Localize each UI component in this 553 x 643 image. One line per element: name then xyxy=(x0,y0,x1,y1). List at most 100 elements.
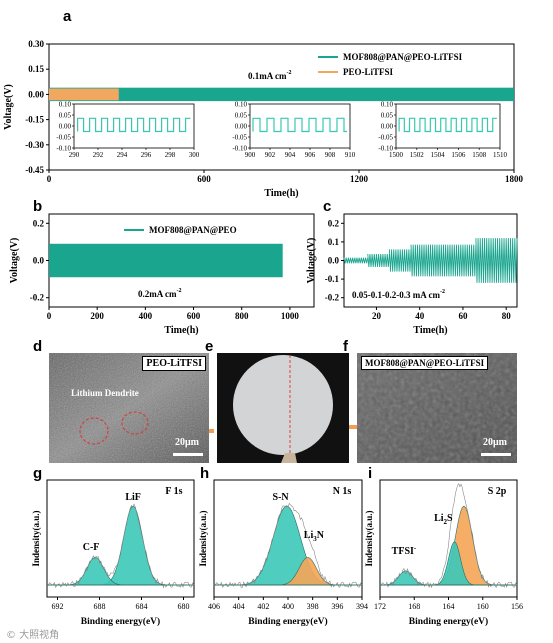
panel-letter-i: i xyxy=(368,465,373,482)
chart-g-xlabel: Binding energy(eV) xyxy=(81,616,160,627)
inset-2-wave xyxy=(398,117,497,133)
chart-g-title: F 1s xyxy=(165,486,182,497)
inset-1-xtick-label-5: 910 xyxy=(345,151,356,159)
inset-1-frame xyxy=(249,103,351,149)
chart-c-ytick-label-1: 0.1 xyxy=(328,237,340,247)
scale-bar-f xyxy=(481,453,511,456)
legend-a-peo-label: PEO-LiTFSI xyxy=(343,67,394,77)
tweezers xyxy=(281,453,297,463)
series-b-band xyxy=(49,243,283,278)
chart-i-title: S 2p xyxy=(488,486,507,497)
chart-c-ylabel: Voltage(V) xyxy=(306,238,317,284)
chart-i-peak-label-2: TFSI- xyxy=(392,544,417,557)
panel-letter-h: h xyxy=(200,465,210,482)
dendrite-label: Lithium Dendrite xyxy=(71,388,139,398)
sem-label-peo: PEO-LiTFSI xyxy=(142,356,206,371)
chart-h-xlabel: Binding energy(eV) xyxy=(248,616,327,627)
chart-a-xtick-label-1: 600 xyxy=(197,174,211,184)
inset-2-ytick-label-4: -0.10 xyxy=(378,145,393,153)
chart-b-ylabel: Voltage(V) xyxy=(9,238,20,284)
inset-1-ytick-label-1: 0.05 xyxy=(235,112,248,120)
sem-image-peo: PEO-LiTFSI Lithium Dendrite 20μm xyxy=(49,353,209,463)
chart-a-xtick-label-3: 1800 xyxy=(505,174,524,184)
inset-2-ytick-label-2: 0.00 xyxy=(381,123,394,131)
dendrite-circle-left xyxy=(79,417,109,445)
chart-a-xlabel: Time(h) xyxy=(264,188,298,199)
inset-2-ytick-label-1: 0.05 xyxy=(381,112,394,120)
inset-1-ytick-label-2: 0.00 xyxy=(235,123,248,131)
chart-h-xtick-label-5: 396 xyxy=(331,602,343,611)
chart-i-xtick-label-4: 156 xyxy=(511,602,523,611)
chart-b-ytick-label-0: 0.2 xyxy=(33,218,45,228)
chart-h-peak-0 xyxy=(214,505,362,586)
chart-g-peak-label-0: LiF xyxy=(125,492,141,503)
chart-h-peak-label-0: S-N xyxy=(273,492,290,503)
chart-b-ytick-label-2: -0.2 xyxy=(30,293,45,303)
chart-b-xtick-label-2: 400 xyxy=(139,311,153,321)
chart-g-peak-label-1: C-F xyxy=(83,542,100,553)
series-c-step-2 xyxy=(388,249,412,272)
chart-a-frame xyxy=(48,43,515,171)
inset-2-ytick-label-3: -0.05 xyxy=(378,134,393,142)
chart-i-xtick-label-0: 172 xyxy=(374,602,386,611)
inset-2-xtick-label-2: 1504 xyxy=(431,151,446,159)
inset-1-wave xyxy=(252,117,347,133)
chart-i-ylabel: Indensity(a.u.) xyxy=(364,510,374,566)
sem-image-mof: MOF808@PAN@PEO-LiTFSI 20μm xyxy=(357,353,517,463)
chart-h-xtick-label-2: 402 xyxy=(257,602,269,611)
series-c-step-3 xyxy=(410,244,477,277)
chart-a-xtick-label-0: 0 xyxy=(47,174,52,184)
panel-letter-f: f xyxy=(343,338,348,355)
chart-i-xlabel: Binding energy(eV) xyxy=(409,616,488,627)
series-c-step-0 xyxy=(343,257,369,264)
series-mof-band xyxy=(49,87,514,102)
panel-letter-b: b xyxy=(33,198,43,215)
photo-membrane xyxy=(217,353,349,463)
chart-b-xtick-label-5: 1000 xyxy=(281,311,300,321)
panel-letter-a: a xyxy=(63,8,72,25)
chart-i-peak-label-0: Li2S xyxy=(434,513,453,526)
inset-1-ytick-label-3: -0.05 xyxy=(232,134,247,142)
chart-a-ytick-label-2: 0.00 xyxy=(28,89,44,99)
inset-0-ytick-label-0: 0.10 xyxy=(59,101,72,109)
inset-2-xtick-label-4: 1508 xyxy=(472,151,487,159)
sem-texture-mof xyxy=(357,353,517,463)
scale-bar-d xyxy=(173,453,203,456)
chart-h-xtick-label-4: 398 xyxy=(307,602,319,611)
watermark: © 大照视角 xyxy=(6,630,60,641)
chart-a-ytick-label-4: -0.30 xyxy=(25,140,44,150)
chart-i-xtick-label-2: 164 xyxy=(443,602,455,611)
panel-letter-g: g xyxy=(33,465,43,482)
annotation-c: 0.05-0.1-0.2-0.3 mA cm-2 xyxy=(352,289,445,300)
inset-0-ytick-label-4: -0.10 xyxy=(56,145,71,153)
dendrite-circle-right xyxy=(121,411,149,435)
chart-b-xtick-label-0: 0 xyxy=(47,311,52,321)
chart-h-title: N 1s xyxy=(333,486,352,497)
chart-h-ylabel: Indensity(a.u.) xyxy=(198,510,208,566)
chart-h-xtick-label-1: 404 xyxy=(233,602,245,611)
inset-0-ytick-label-3: -0.05 xyxy=(56,134,71,142)
chart-g-raw xyxy=(46,503,195,589)
chart-g-xtick-label-2: 684 xyxy=(136,602,148,611)
inset-0-xtick-label-1: 292 xyxy=(93,151,104,159)
chart-c-xtick-label-3: 80 xyxy=(502,311,512,321)
chart-h-raw xyxy=(213,502,363,588)
inset-0-ytick-label-1: 0.05 xyxy=(59,112,72,120)
inset-1-ytick-label-4: -0.10 xyxy=(232,145,247,153)
inset-1-xtick-label-1: 902 xyxy=(265,151,276,159)
annotation-a: 0.1mA cm-2 xyxy=(248,70,292,81)
series-c-step-1 xyxy=(367,253,390,268)
inset-0-xtick-label-3: 296 xyxy=(141,151,152,159)
inset-0-xtick-label-4: 298 xyxy=(165,151,176,159)
inset-1-xtick-label-2: 904 xyxy=(285,151,296,159)
chart-i-xtick-label-1: 168 xyxy=(408,602,420,611)
chart-b-xtick-label-4: 800 xyxy=(235,311,249,321)
chart-g-xtick-label-0: 692 xyxy=(52,602,64,611)
chart-b-xtick-label-3: 600 xyxy=(187,311,201,321)
chart-c-xlabel: Time(h) xyxy=(413,325,447,336)
chart-c-xtick-label-0: 20 xyxy=(372,311,382,321)
chart-i-xtick-label-3: 160 xyxy=(477,602,489,611)
inset-0-xtick-label-0: 290 xyxy=(69,151,80,159)
chart-h-xtick-label-0: 406 xyxy=(208,602,220,611)
